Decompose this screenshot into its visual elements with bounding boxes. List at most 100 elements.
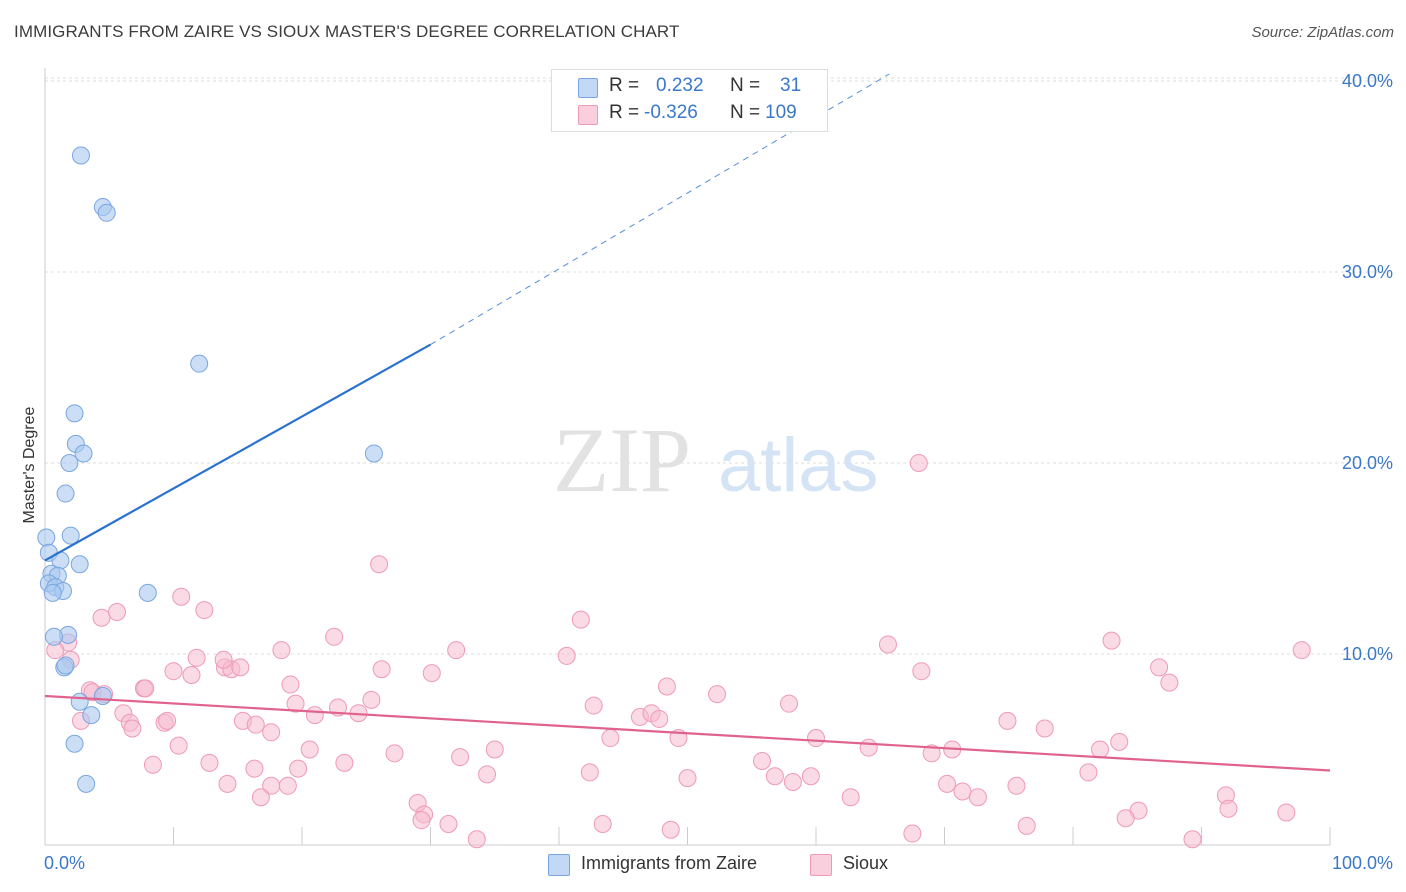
sioux-point bbox=[195, 601, 214, 620]
x-tick-labels: 0.0% 100.0% bbox=[44, 853, 1393, 873]
sioux-point bbox=[1110, 732, 1129, 751]
zaire-point bbox=[82, 706, 101, 725]
sioux-point bbox=[780, 694, 799, 713]
zaire-point bbox=[65, 404, 84, 423]
legend-swatch-sioux bbox=[578, 105, 598, 125]
zaire-points bbox=[37, 146, 383, 793]
chart-title: IMMIGRANTS FROM ZAIRE VS SIOUX MASTER'S … bbox=[14, 22, 680, 41]
sioux-trendline bbox=[44, 694, 1331, 772]
sioux-point bbox=[912, 662, 931, 681]
sioux-point bbox=[801, 767, 820, 786]
sioux-point bbox=[650, 709, 669, 728]
sioux-point bbox=[922, 744, 941, 763]
sioux-point bbox=[661, 820, 680, 839]
sioux-point bbox=[305, 706, 324, 725]
y-tick-label: 30.0% bbox=[1342, 262, 1393, 282]
legend-n-value: 109 bbox=[765, 102, 797, 123]
sioux-point bbox=[370, 555, 389, 574]
x-tick-label: 100.0% bbox=[1332, 853, 1393, 873]
sioux-point bbox=[246, 715, 265, 734]
legend-r-value: 0.232 bbox=[656, 75, 704, 96]
zaire-point bbox=[138, 583, 157, 602]
sioux-point bbox=[878, 635, 897, 654]
sioux-point bbox=[593, 814, 612, 833]
sioux-point bbox=[1007, 776, 1026, 795]
zaire-point bbox=[93, 687, 112, 706]
legend-n-label: N = bbox=[730, 75, 761, 96]
zaire-point bbox=[56, 484, 75, 503]
legend-r-label: R = bbox=[609, 75, 640, 96]
sioux-point bbox=[1277, 803, 1296, 822]
sioux-point bbox=[708, 685, 727, 704]
sioux-point bbox=[467, 830, 486, 849]
legend-swatch-zaire bbox=[578, 78, 598, 98]
sioux-point bbox=[953, 782, 972, 801]
sioux-point bbox=[1090, 740, 1109, 759]
sioux-point bbox=[172, 587, 191, 606]
sioux-point bbox=[289, 759, 308, 778]
sioux-point bbox=[909, 454, 928, 472]
sioux-point bbox=[136, 679, 155, 698]
sioux-point bbox=[372, 660, 391, 679]
sioux-point bbox=[447, 641, 466, 660]
sioux-point bbox=[580, 763, 599, 782]
sioux-point bbox=[385, 744, 404, 763]
sioux-point bbox=[601, 729, 620, 748]
sioux-point bbox=[412, 811, 431, 830]
sioux-point bbox=[1079, 763, 1098, 782]
sioux-point bbox=[1183, 830, 1202, 849]
sioux-point bbox=[1035, 719, 1054, 738]
sioux-point bbox=[557, 646, 576, 665]
bottom-legend-swatch-zaire bbox=[548, 854, 570, 876]
zaire-point bbox=[70, 555, 89, 574]
zaire-point bbox=[61, 526, 80, 545]
sioux-point bbox=[262, 723, 281, 742]
zaire-point bbox=[364, 444, 383, 463]
sioux-point bbox=[1102, 631, 1121, 650]
sioux-point bbox=[200, 753, 219, 772]
sioux-point bbox=[753, 751, 772, 770]
sioux-point bbox=[245, 759, 264, 778]
source-label: Source: ZipAtlas.com bbox=[1251, 24, 1394, 41]
legend-row-zaire: R = 0.232 N = 31 bbox=[552, 75, 827, 101]
x-ticks bbox=[44, 827, 1331, 845]
sioux-point bbox=[1150, 658, 1169, 677]
sioux-point bbox=[143, 755, 162, 774]
sioux-point bbox=[584, 696, 603, 715]
zaire-point bbox=[70, 692, 89, 711]
sioux-point bbox=[657, 677, 676, 696]
y-axis-label: Master's Degree bbox=[21, 406, 38, 524]
sioux-point bbox=[859, 738, 878, 757]
sioux-point bbox=[182, 666, 201, 685]
zaire-point bbox=[43, 583, 62, 602]
zaire-point bbox=[190, 354, 209, 373]
legend-r-label: R = bbox=[609, 102, 640, 123]
sioux-point bbox=[1219, 799, 1238, 818]
sioux-point bbox=[187, 648, 206, 667]
zaire-point bbox=[74, 444, 93, 463]
sioux-point bbox=[765, 767, 784, 786]
zaire-trendline bbox=[44, 343, 432, 562]
sioux-point bbox=[231, 658, 250, 677]
legend-r-value: -0.326 bbox=[644, 102, 698, 123]
sioux-point bbox=[807, 729, 825, 748]
sioux-point bbox=[251, 788, 270, 807]
bottom-legend-label-sioux: Sioux bbox=[843, 853, 889, 873]
zaire-point bbox=[97, 203, 116, 222]
sioux-point bbox=[1292, 641, 1311, 660]
sioux-point bbox=[158, 711, 177, 730]
sioux-point bbox=[841, 788, 860, 807]
sioux-point bbox=[123, 719, 142, 738]
sioux-point bbox=[286, 694, 305, 713]
sioux-point bbox=[1017, 816, 1036, 835]
zaire-point bbox=[65, 734, 84, 753]
sioux-point bbox=[335, 753, 354, 772]
y-tick-label: 10.0% bbox=[1342, 644, 1393, 664]
zaire-point bbox=[44, 627, 63, 646]
watermark-atlas: atlas bbox=[718, 423, 879, 508]
sioux-point bbox=[272, 641, 291, 660]
gridlines bbox=[45, 77, 1390, 655]
zaire-point bbox=[37, 528, 56, 547]
y-tick-labels: 10.0% 20.0% 30.0% 40.0% bbox=[1342, 71, 1393, 664]
sioux-points bbox=[46, 454, 1311, 849]
